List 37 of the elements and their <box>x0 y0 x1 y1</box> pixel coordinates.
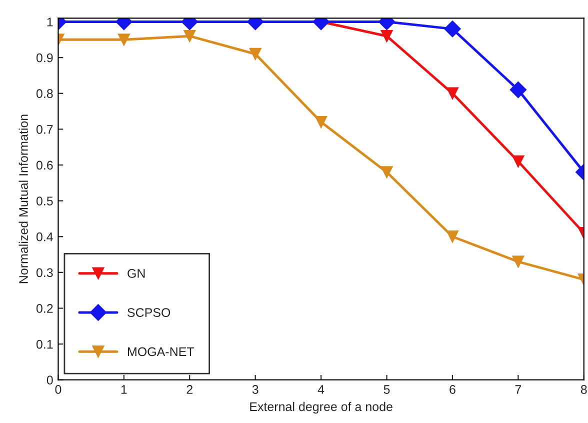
legend-label: GN <box>128 268 145 278</box>
point <box>380 166 393 178</box>
x-axis-title: External degree of a node <box>250 402 392 414</box>
point <box>444 20 461 38</box>
legend-label: SCPSO <box>128 308 170 317</box>
y-axis-title: Normalized Mutual Information <box>18 114 28 284</box>
y-tick-label: 0.7 <box>36 124 53 134</box>
y-tick-label: 0.9 <box>36 53 53 62</box>
point <box>314 116 328 128</box>
y-tick-label: 1 <box>47 18 53 26</box>
point <box>118 34 130 46</box>
point <box>249 48 262 60</box>
x-tick-label: 6 <box>450 385 456 394</box>
y-tick-label: 0 <box>46 376 53 385</box>
legend-label: MOGA-NET <box>128 347 194 356</box>
point <box>446 87 459 100</box>
y-tick-label: 0.1 <box>36 340 53 349</box>
point <box>380 30 393 42</box>
point <box>446 230 459 243</box>
x-tick-label: 8 <box>580 385 587 394</box>
y-tick-label: 0.8 <box>36 89 53 98</box>
x-tick-label: 5 <box>384 385 390 394</box>
point <box>510 81 527 98</box>
y-tick-label: 0.3 <box>36 268 53 278</box>
x-tick-label: 1 <box>121 385 127 394</box>
point <box>512 256 524 268</box>
y-tick-label: 0.4 <box>36 232 53 242</box>
x-tick-label: 4 <box>318 385 324 394</box>
y-tick-label: 0.2 <box>36 304 53 313</box>
x-tick-label: 2 <box>186 385 192 394</box>
point <box>512 155 524 168</box>
y-tick-label: 0.5 <box>36 196 53 206</box>
x-tick-label: 7 <box>515 385 522 394</box>
x-tick-label: 3 <box>252 385 258 394</box>
y-tick-label: 0.6 <box>36 160 53 170</box>
point <box>184 30 196 42</box>
x-tick-label: 0 <box>55 385 62 394</box>
